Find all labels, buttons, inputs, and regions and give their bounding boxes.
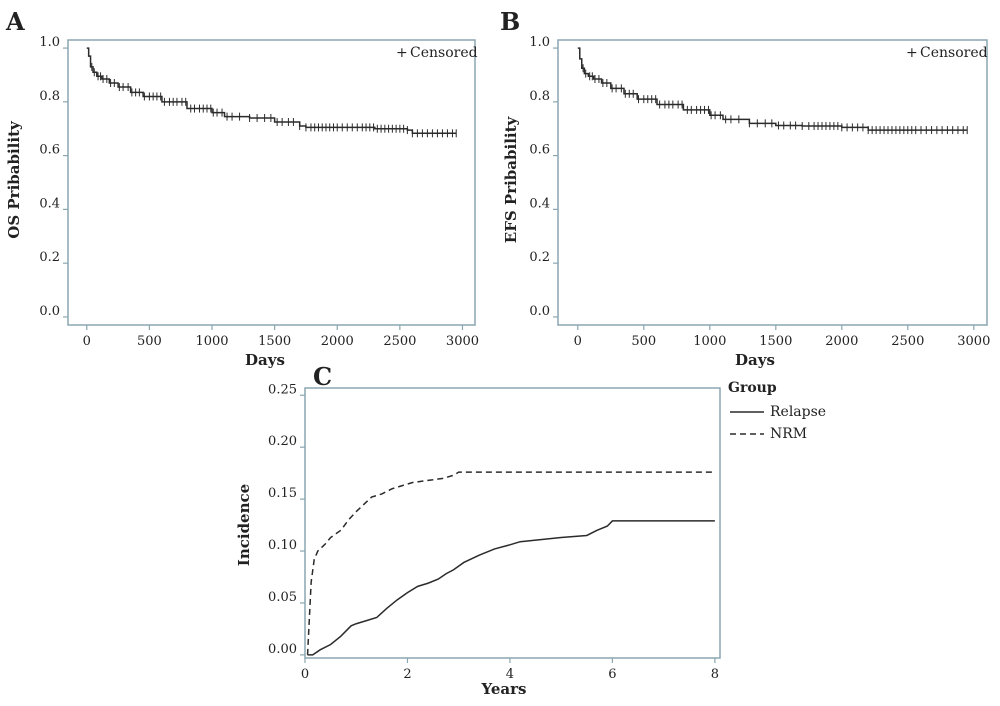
plot-frame-b xyxy=(557,39,988,326)
x-tick-label-b-5: 2500 xyxy=(891,334,924,349)
x-tick-label-c-3: 6 xyxy=(608,667,616,682)
legend-label-relapse: Relapse xyxy=(770,404,826,420)
series-line-c-relapse xyxy=(307,520,715,656)
plot-frame-a xyxy=(67,39,476,326)
x-tick-label-a-2: 1000 xyxy=(195,334,228,349)
x-tick-label-b-0: 0 xyxy=(574,334,582,349)
y-tick-label-a-2: 0.4 xyxy=(39,196,60,211)
y-tick-label-a-1: 0.2 xyxy=(39,250,60,265)
legend-censored-symbol-b: + xyxy=(906,45,918,61)
axis-ticks-a: 0 500 1000 1500 2000 2500 3000 0.0 0.2 0.4 0.6 0.8 1… xyxy=(39,35,479,349)
legend-title-c: Group xyxy=(728,380,777,396)
x-tick-label-a-5: 2500 xyxy=(383,334,416,349)
y-tick-label-b-1: 0.2 xyxy=(529,250,550,265)
x-tick-label-b-3: 1500 xyxy=(759,334,792,349)
x-tick-label-a-6: 3000 xyxy=(446,334,479,349)
y-tick-label-a-4: 0.8 xyxy=(39,89,60,104)
curves-c xyxy=(306,471,715,656)
y-tick-label-b-5: 1.0 xyxy=(529,35,550,50)
panel-b: B 0 500 1000 1500 2000 2500 3000 0.0 0.2 0.4 0.6 0.… xyxy=(500,7,990,369)
x-axis-title-a: Days xyxy=(245,351,285,369)
y-tick-label-b-4: 0.8 xyxy=(529,89,550,104)
y-tick-label-c-4: 0.20 xyxy=(268,434,297,449)
y-tick-label-a-5: 1.0 xyxy=(39,35,60,50)
curves-b xyxy=(577,47,968,135)
y-axis-title-c: Incidence xyxy=(235,484,253,566)
legend-censored-symbol-a: + xyxy=(396,45,408,61)
y-tick-label-c-3: 0.15 xyxy=(268,486,297,501)
y-tick-label-b-0: 0.0 xyxy=(529,304,550,319)
legend-censored-label-b: Censored xyxy=(920,45,988,61)
panel-letter-c: C xyxy=(313,362,332,391)
legend-label-nrm: NRM xyxy=(770,426,807,442)
y-tick-label-a-0: 0.0 xyxy=(39,304,60,319)
plot-frame-c xyxy=(304,387,721,659)
x-tick-label-b-2: 1000 xyxy=(693,334,726,349)
panel-letter-b: B xyxy=(500,7,520,36)
x-axis-title-c: Years xyxy=(480,680,526,698)
x-tick-label-b-4: 2000 xyxy=(825,334,858,349)
curves-a xyxy=(86,47,457,138)
x-tick-label-c-2: 4 xyxy=(506,667,514,682)
panel-letter-a: A xyxy=(5,7,25,36)
x-tick-label-c-0: 0 xyxy=(301,667,309,682)
axis-ticks-b: 0 500 1000 1500 2000 2500 3000 0.0 0.2 0.4 0.6 0.8 1… xyxy=(529,35,990,349)
x-tick-label-a-4: 2000 xyxy=(321,334,354,349)
axis-ticks-c: 0 2 4 6 8 0.00 0.05 0.10 0.15 0.20 0.25 xyxy=(268,382,719,682)
x-tick-label-c-4: 8 xyxy=(711,667,719,682)
y-tick-label-c-2: 0.10 xyxy=(268,538,297,553)
series-line-b-survival xyxy=(577,47,968,131)
x-tick-label-a-0: 0 xyxy=(83,334,91,349)
y-tick-label-c-5: 0.25 xyxy=(268,382,297,397)
x-axis-title-b: Days xyxy=(735,351,775,369)
x-tick-label-c-1: 2 xyxy=(403,667,411,682)
x-tick-label-b-6: 3000 xyxy=(957,334,990,349)
y-tick-label-c-1: 0.05 xyxy=(268,590,297,605)
y-tick-label-a-3: 0.6 xyxy=(39,143,60,158)
x-tick-label-b-1: 500 xyxy=(631,334,656,349)
x-tick-label-a-1: 500 xyxy=(137,334,162,349)
panel-c: C 0 2 4 6 8 0.00 0.05 0.10 0.15 0.20 0.25 Group Re… xyxy=(235,362,826,698)
y-tick-label-c-0: 0.00 xyxy=(268,642,297,657)
legend-censored-label-a: Censored xyxy=(410,45,478,61)
y-axis-title-b: EFS Pribability xyxy=(502,115,520,243)
y-axis-title-a: OS Pribability xyxy=(5,120,23,239)
series-line-c-nrm xyxy=(306,471,715,655)
panel-a: A 0 500 1000 1500 2000 2500 3000 0.0 0.2 0.4 0.6 0.… xyxy=(5,7,479,369)
y-tick-label-b-2: 0.4 xyxy=(529,196,550,211)
y-tick-label-b-3: 0.6 xyxy=(529,143,550,158)
x-tick-label-a-3: 1500 xyxy=(258,334,291,349)
